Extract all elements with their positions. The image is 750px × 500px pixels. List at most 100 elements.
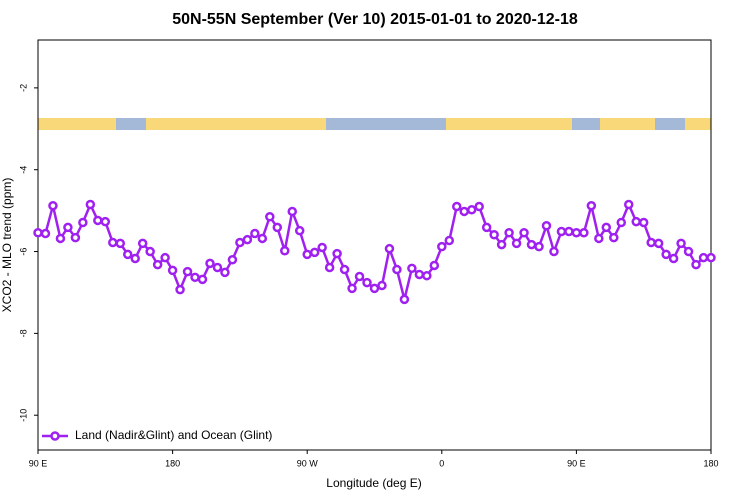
data-point bbox=[676, 238, 686, 249]
data-point bbox=[309, 247, 320, 258]
chart-title: 50N-55N September (Ver 10) 2015-01-01 to… bbox=[172, 11, 578, 28]
data-point bbox=[437, 241, 447, 252]
data-point bbox=[122, 249, 133, 260]
data-point bbox=[452, 201, 462, 212]
data-point bbox=[302, 249, 312, 260]
data-point bbox=[93, 215, 103, 226]
data-point bbox=[257, 233, 268, 244]
x-tick-label: 90 E bbox=[567, 458, 586, 468]
data-point bbox=[369, 283, 380, 294]
surface-strip bbox=[38, 118, 711, 130]
data-point bbox=[145, 246, 155, 257]
data-point bbox=[459, 206, 469, 217]
data-point bbox=[698, 252, 709, 263]
data-point bbox=[250, 228, 260, 239]
data-point bbox=[556, 226, 567, 237]
data-point bbox=[414, 269, 425, 280]
data-point bbox=[324, 262, 335, 273]
data-point bbox=[287, 206, 297, 217]
data-point bbox=[108, 237, 118, 248]
data-point bbox=[422, 270, 432, 281]
data-point bbox=[541, 221, 552, 231]
y-tick-label: -4 bbox=[18, 166, 28, 174]
data-point bbox=[661, 249, 671, 260]
legend-label: Land (Nadir&Glint) and Ocean (Glint) bbox=[75, 428, 272, 442]
data-point bbox=[691, 259, 701, 270]
data-point bbox=[197, 274, 208, 285]
data-point bbox=[653, 238, 664, 249]
y-tick-label: -6 bbox=[18, 248, 28, 256]
data-point bbox=[272, 222, 283, 233]
data-point bbox=[347, 283, 357, 294]
plot-frame bbox=[37, 39, 712, 451]
data-point bbox=[242, 234, 253, 245]
x-tick-label: 0 bbox=[439, 458, 444, 468]
data-point bbox=[362, 277, 372, 288]
data-point bbox=[265, 212, 275, 222]
x-tick-label: 180 bbox=[703, 458, 718, 468]
data-point bbox=[160, 252, 170, 263]
data-point bbox=[130, 253, 140, 264]
data-point bbox=[152, 259, 163, 270]
x-tick-label: 90 W bbox=[297, 458, 319, 468]
data-point bbox=[706, 252, 716, 263]
data-point bbox=[100, 216, 111, 227]
y-tick-label: -8 bbox=[18, 329, 28, 337]
data-point bbox=[564, 226, 574, 237]
data-point bbox=[526, 239, 537, 250]
data-point bbox=[579, 227, 589, 238]
data-point bbox=[220, 267, 230, 278]
data-point bbox=[481, 222, 492, 233]
data-point bbox=[496, 239, 507, 250]
data-point bbox=[466, 205, 477, 215]
data-point bbox=[339, 264, 350, 275]
data-point bbox=[70, 232, 81, 243]
data-point bbox=[190, 272, 200, 283]
data-point bbox=[638, 217, 649, 228]
data-point bbox=[235, 237, 245, 248]
data-point bbox=[429, 260, 440, 271]
data-point bbox=[332, 248, 342, 259]
data-point bbox=[444, 235, 455, 246]
y-axis-label: XCO2 - MLO trend (ppm) bbox=[0, 178, 14, 313]
data-point bbox=[623, 199, 634, 210]
data-point bbox=[594, 233, 604, 244]
data-point bbox=[474, 201, 484, 212]
data-point bbox=[511, 238, 522, 249]
data-point bbox=[504, 227, 514, 238]
legend-marker bbox=[50, 431, 60, 441]
data-point bbox=[549, 246, 559, 257]
data-point bbox=[63, 222, 73, 233]
data-point bbox=[85, 199, 96, 210]
x-tick-label: 180 bbox=[165, 458, 180, 468]
data-point bbox=[280, 245, 290, 256]
data-point bbox=[683, 246, 694, 257]
data-point bbox=[631, 216, 641, 227]
data-point bbox=[55, 233, 66, 244]
data-point bbox=[33, 227, 43, 238]
data-point bbox=[175, 284, 185, 295]
data-point bbox=[586, 200, 597, 211]
data-point bbox=[78, 217, 88, 228]
data-point bbox=[48, 200, 58, 211]
data-point bbox=[646, 237, 656, 248]
data-point bbox=[616, 217, 627, 228]
data-point bbox=[534, 241, 544, 252]
data-point bbox=[392, 264, 402, 275]
data-point bbox=[205, 258, 215, 269]
data-point bbox=[354, 271, 365, 282]
data-point bbox=[227, 254, 238, 265]
data-point bbox=[571, 227, 582, 238]
data-point bbox=[182, 266, 193, 277]
data-point bbox=[601, 222, 612, 233]
data-point bbox=[399, 294, 410, 305]
data-point bbox=[167, 265, 178, 276]
data-point bbox=[115, 238, 126, 249]
data-point bbox=[137, 238, 148, 249]
data-point bbox=[489, 230, 499, 240]
data-point bbox=[212, 262, 223, 273]
x-axis-label: Longitude (deg E) bbox=[326, 476, 421, 490]
data-point bbox=[519, 227, 529, 238]
x-tick-label: 90 E bbox=[29, 458, 48, 468]
